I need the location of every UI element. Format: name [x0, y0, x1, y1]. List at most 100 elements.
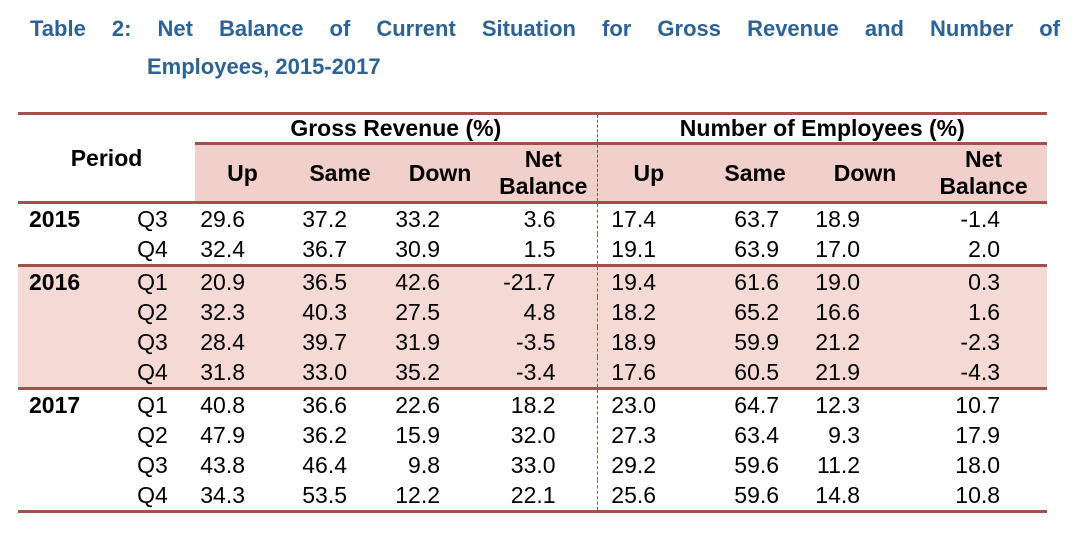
cell-quarter: Q4 [110, 357, 196, 389]
gross-down-header: Down [390, 142, 491, 204]
cell-value: 10.7 [920, 387, 1048, 420]
cell-quarter: Q3 [137, 452, 168, 478]
cell-value: 16.6 [810, 297, 921, 327]
employees-up-header: Up [596, 142, 701, 204]
cell-value: -3.5 [490, 327, 598, 357]
cell-value: 27.3 [596, 420, 701, 450]
cell-value: 34.3 [200, 482, 246, 508]
cell-value: -1.4 [960, 206, 1001, 232]
cell-value: -3.4 [490, 357, 598, 389]
cell-value: 32.4 [200, 236, 246, 262]
cell-value: 36.6 [290, 387, 391, 420]
cell-value: 35.2 [390, 357, 491, 389]
cell-value: 36.5 [290, 264, 391, 297]
group-header-row: Period Gross Revenue (%) Number of Emplo… [18, 113, 1048, 204]
cell-value: -21.7 [490, 264, 598, 297]
cell-value: 25.6 [596, 480, 701, 512]
cell-year [18, 327, 110, 357]
cell-quarter: Q3 [110, 327, 196, 357]
cell-value: 18.9 [815, 206, 861, 232]
cell-year: 2016 [18, 264, 110, 297]
cell-value: 19.0 [810, 264, 921, 297]
cell-value: 32.0 [510, 422, 556, 448]
cell-value: 32.3 [195, 297, 291, 327]
cell-value: -4.3 [920, 357, 1048, 389]
cell-value: 28.4 [195, 327, 291, 357]
cell-value: 31.9 [390, 327, 491, 357]
cell-value: 63.9 [734, 236, 780, 262]
table-row: 2015 Q3 29.6 37.2 33.2 3.6 17.4 63.7 18.… [18, 202, 1047, 234]
cell-value: 11.2 [816, 452, 861, 478]
table-row: Q3 43.8 46.4 9.8 33.0 29.2 59.6 11.2 18.… [18, 450, 1047, 480]
cell-year: 2015 [29, 206, 81, 232]
cell-value: 17.0 [815, 236, 861, 262]
cell-value: 12.3 [810, 387, 921, 420]
gross-revenue-group-header: Gross Revenue (%) [195, 113, 598, 144]
table-row: Q2 47.9 36.2 15.9 32.0 27.3 63.4 9.3 17.… [18, 420, 1047, 450]
cell-value: 39.7 [290, 327, 391, 357]
cell-value: 59.6 [734, 452, 780, 478]
cell-value: 40.8 [195, 387, 291, 420]
cell-value: 17.6 [596, 357, 701, 389]
gross-same-header: Same [290, 142, 391, 204]
period-header: Period [18, 113, 196, 204]
cell-value: 40.3 [290, 297, 391, 327]
cell-value: 31.8 [195, 357, 291, 389]
gross-up-header: Up [195, 142, 291, 204]
cell-value: 3.6 [523, 206, 556, 232]
employees-group-header: Number of Employees (%) [596, 113, 1048, 144]
cell-value: 14.8 [815, 482, 861, 508]
cell-quarter: Q4 [137, 236, 168, 262]
employees-down-header: Down [810, 142, 921, 204]
table-row: Q2 32.3 40.3 27.5 4.8 18.2 65.2 16.6 1.6 [18, 297, 1048, 327]
cell-value: 33.0 [290, 357, 391, 389]
cell-year [18, 297, 110, 327]
table-row: 2016 Q1 20.9 36.5 42.6 -21.7 19.4 61.6 1… [18, 264, 1048, 297]
table-title: Table 2: Net Balance of Current Situatio… [30, 10, 1060, 86]
table-row: Q4 32.4 36.7 30.9 1.5 19.1 63.9 17.0 2.0 [18, 234, 1047, 266]
cell-value: 10.8 [955, 482, 1001, 508]
table-row: Q4 31.8 33.0 35.2 -3.4 17.6 60.5 21.9 -4… [18, 357, 1048, 389]
cell-value: 22.6 [390, 387, 491, 420]
table-row: Q3 28.4 39.7 31.9 -3.5 18.9 59.9 21.2 -2… [18, 327, 1048, 357]
gross-net-balance-header: Net Balance [490, 142, 598, 204]
cell-value: 33.2 [395, 206, 441, 232]
cell-value: 53.5 [302, 482, 348, 508]
cell-year [18, 450, 110, 480]
cell-value: 47.9 [200, 422, 246, 448]
net-balance-label: Net Balance [939, 146, 1028, 199]
cell-value: 61.6 [700, 264, 811, 297]
table-title-line2: Employees, 2015-2017 [147, 54, 381, 79]
cell-quarter: Q2 [110, 297, 196, 327]
cell-value: 4.8 [490, 297, 598, 327]
cell-value: 1.5 [523, 236, 556, 262]
cell-value: 20.9 [195, 264, 291, 297]
cell-value: 12.2 [395, 482, 441, 508]
net-balance-label: Net Balance [499, 146, 588, 199]
cell-value: 23.0 [596, 387, 701, 420]
employees-net-balance-header: Net Balance [920, 142, 1048, 204]
cell-value: 18.2 [490, 387, 598, 420]
cell-value: 37.2 [302, 206, 348, 232]
cell-year [18, 357, 110, 389]
cell-value: -2.3 [920, 327, 1048, 357]
cell-value: 19.4 [596, 264, 701, 297]
net-balance-table: Period Gross Revenue (%) Number of Emplo… [18, 112, 1048, 513]
cell-value: 2.0 [968, 236, 1001, 262]
cell-value: 36.2 [302, 422, 348, 448]
cell-quarter: Q3 [137, 206, 168, 232]
cell-year [18, 420, 110, 450]
cell-value: 59.9 [700, 327, 811, 357]
cell-value: 63.4 [734, 422, 780, 448]
cell-value: 29.6 [200, 206, 246, 232]
cell-value: 19.1 [596, 234, 701, 266]
cell-value: 15.9 [395, 422, 441, 448]
cell-value: 33.0 [510, 452, 556, 478]
cell-quarter: Q1 [110, 387, 196, 420]
cell-value: 17.9 [955, 422, 1001, 448]
cell-value: 18.0 [955, 452, 1001, 478]
cell-quarter: Q4 [137, 482, 168, 508]
cell-value: 36.7 [302, 236, 348, 262]
cell-value: 29.2 [596, 450, 701, 480]
cell-value: 65.2 [700, 297, 811, 327]
